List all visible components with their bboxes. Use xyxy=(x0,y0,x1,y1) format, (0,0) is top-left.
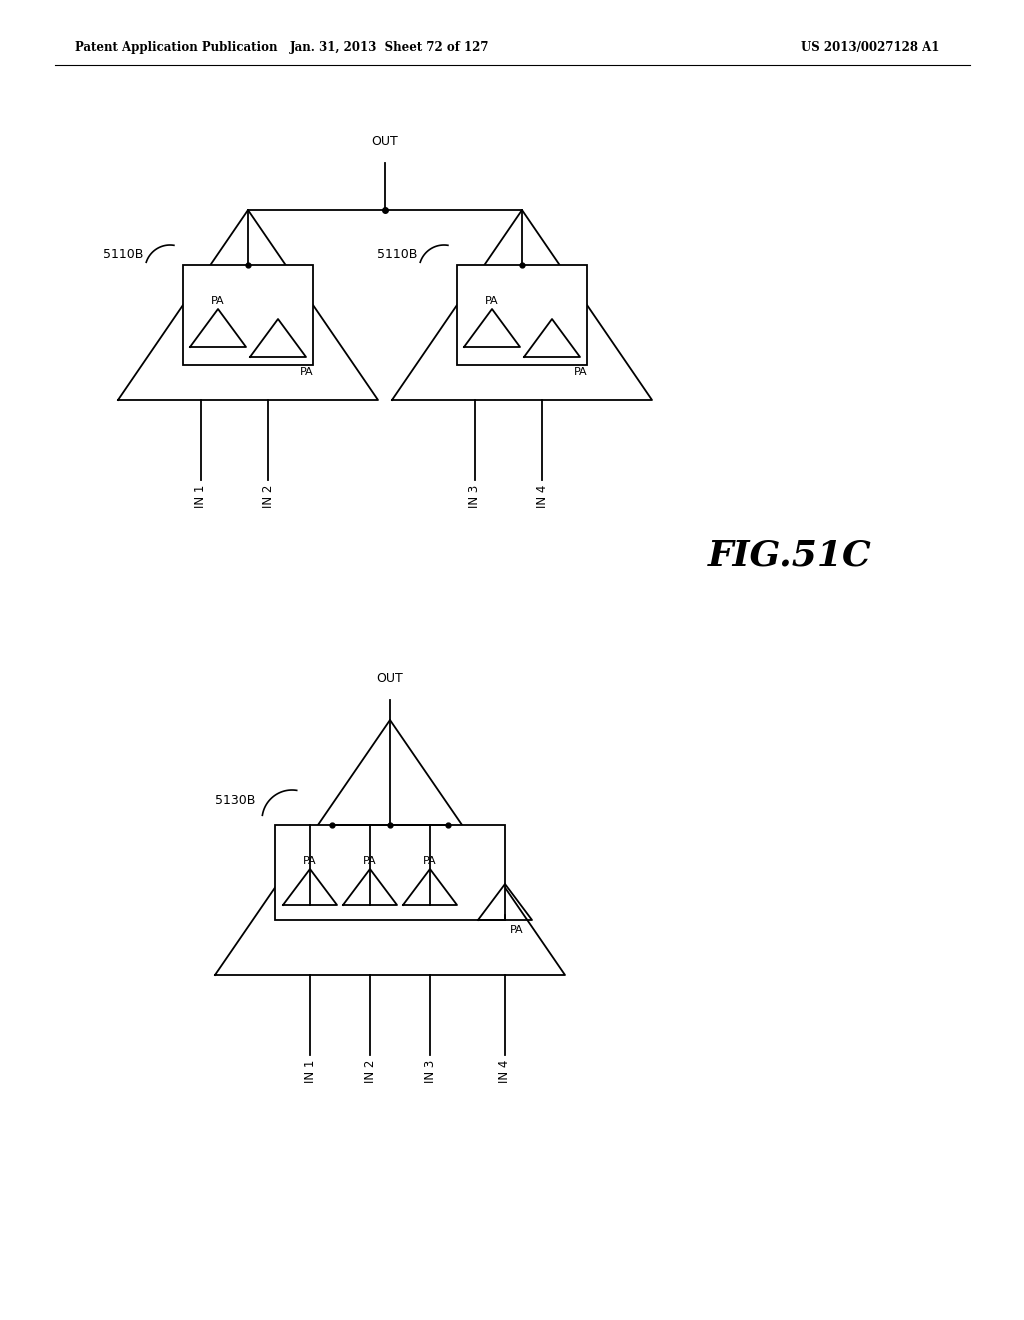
Text: IN 1: IN 1 xyxy=(195,484,208,508)
Bar xyxy=(275,825,505,920)
Text: IN 3: IN 3 xyxy=(424,1060,436,1084)
Text: 5130B: 5130B xyxy=(215,793,255,807)
Bar xyxy=(457,265,587,366)
Text: PA: PA xyxy=(303,855,316,866)
Text: PA: PA xyxy=(300,367,313,378)
Text: Patent Application Publication: Patent Application Publication xyxy=(75,41,278,54)
Text: OUT: OUT xyxy=(377,672,403,685)
Text: IN 4: IN 4 xyxy=(536,484,549,508)
Text: IN 3: IN 3 xyxy=(469,484,481,508)
Text: PA: PA xyxy=(423,855,437,866)
Text: OUT: OUT xyxy=(372,135,398,148)
Text: IN 2: IN 2 xyxy=(261,484,274,508)
Text: FIG.51C: FIG.51C xyxy=(709,539,871,572)
Text: IN 2: IN 2 xyxy=(364,1060,377,1084)
Text: IN 4: IN 4 xyxy=(499,1060,512,1084)
Text: PA: PA xyxy=(364,855,377,866)
Text: US 2013/0027128 A1: US 2013/0027128 A1 xyxy=(801,41,939,54)
Bar xyxy=(183,265,313,366)
Text: Jan. 31, 2013  Sheet 72 of 127: Jan. 31, 2013 Sheet 72 of 127 xyxy=(290,41,489,54)
Text: IN 1: IN 1 xyxy=(303,1060,316,1084)
Text: PA: PA xyxy=(211,296,225,306)
Text: PA: PA xyxy=(510,925,523,935)
Text: 5110B: 5110B xyxy=(102,248,143,261)
Text: PA: PA xyxy=(485,296,499,306)
Text: 5110B: 5110B xyxy=(377,248,417,261)
Text: PA: PA xyxy=(574,367,588,378)
